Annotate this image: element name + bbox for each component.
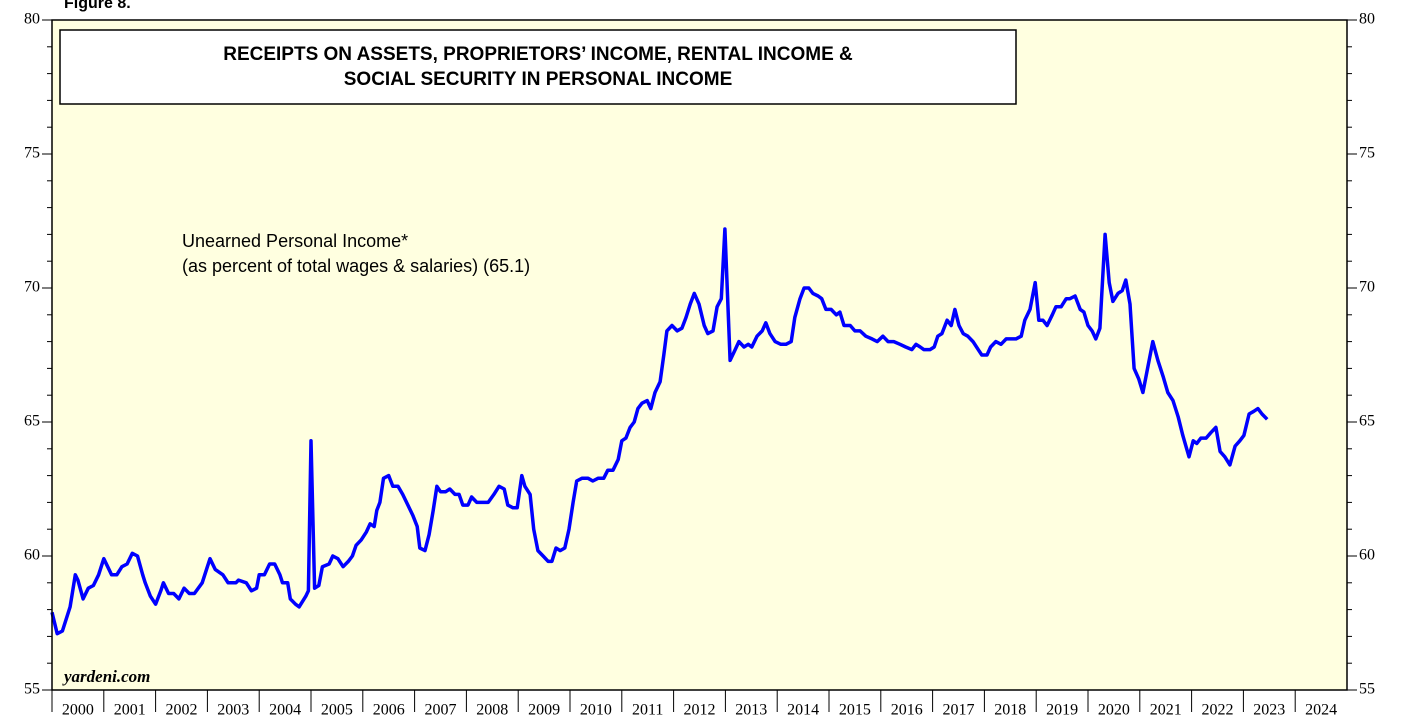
x-tick-label: 2011: [632, 702, 663, 719]
source: yardeni.com: [62, 667, 150, 686]
x-tick-label: 2020: [1098, 702, 1130, 719]
x-tick-label: 2004: [269, 702, 301, 719]
y2-tick-label: 75: [1359, 145, 1375, 162]
x-tick-label: 2015: [839, 702, 871, 719]
series-line: [50, 227, 1269, 636]
marks: [50, 227, 1269, 636]
y-tick-label: 75: [24, 145, 40, 162]
figure-label: Figure 8.: [64, 0, 131, 12]
y-tick-label: 55: [24, 681, 40, 698]
y2-tick-label: 70: [1359, 279, 1375, 296]
x-tick-label: 2013: [735, 702, 767, 719]
x-tick-label: 2010: [580, 702, 612, 719]
x-tick-label: 2001: [114, 702, 146, 719]
plot-background: [52, 20, 1347, 690]
x-tick-label: 2008: [476, 702, 508, 719]
x-tick-label: 2016: [891, 702, 923, 719]
y2-tick-label: 55: [1359, 681, 1375, 698]
y-tick-label: 60: [24, 547, 40, 564]
chart-title: SOCIAL SECURITY IN PERSONAL INCOME: [344, 69, 733, 90]
y2-tick-label: 80: [1359, 11, 1375, 28]
series-label: Unearned Personal Income*: [182, 231, 408, 251]
y-tick-label: 65: [24, 413, 40, 430]
y2-tick-label: 60: [1359, 547, 1375, 564]
x-tick-label: 2018: [994, 702, 1026, 719]
x-tick-label: 2017: [943, 702, 975, 719]
x-tick-label: 2002: [166, 702, 198, 719]
x-tick-label: 2006: [373, 702, 405, 719]
x-tick-label: 2000: [62, 702, 94, 719]
x-tick-label: 2022: [1202, 702, 1234, 719]
x-tick-label: 2003: [217, 702, 249, 719]
series-note: (as percent of total wages & salaries) (…: [182, 256, 530, 276]
x-tick-label: 2021: [1150, 702, 1182, 719]
x-tick-label: 2024: [1305, 702, 1337, 719]
y-tick-label: 80: [24, 11, 40, 28]
x-tick-label: 2005: [321, 702, 353, 719]
y2-tick-label: 65: [1359, 413, 1375, 430]
plot-frame: [51, 19, 1348, 691]
y-tick-label: 70: [24, 279, 40, 296]
x-tick-label: 2007: [425, 702, 457, 719]
x-tick-label: 2019: [1046, 702, 1078, 719]
x-tick-label: 2012: [684, 702, 716, 719]
x-tick-label: 2014: [787, 702, 819, 719]
chart-title: RECEIPTS ON ASSETS, PROPRIETORS’ INCOME,…: [223, 44, 853, 65]
x-tick-label: 2023: [1253, 702, 1285, 719]
title-box: [59, 29, 1017, 105]
x-tick-label: 2009: [528, 702, 560, 719]
